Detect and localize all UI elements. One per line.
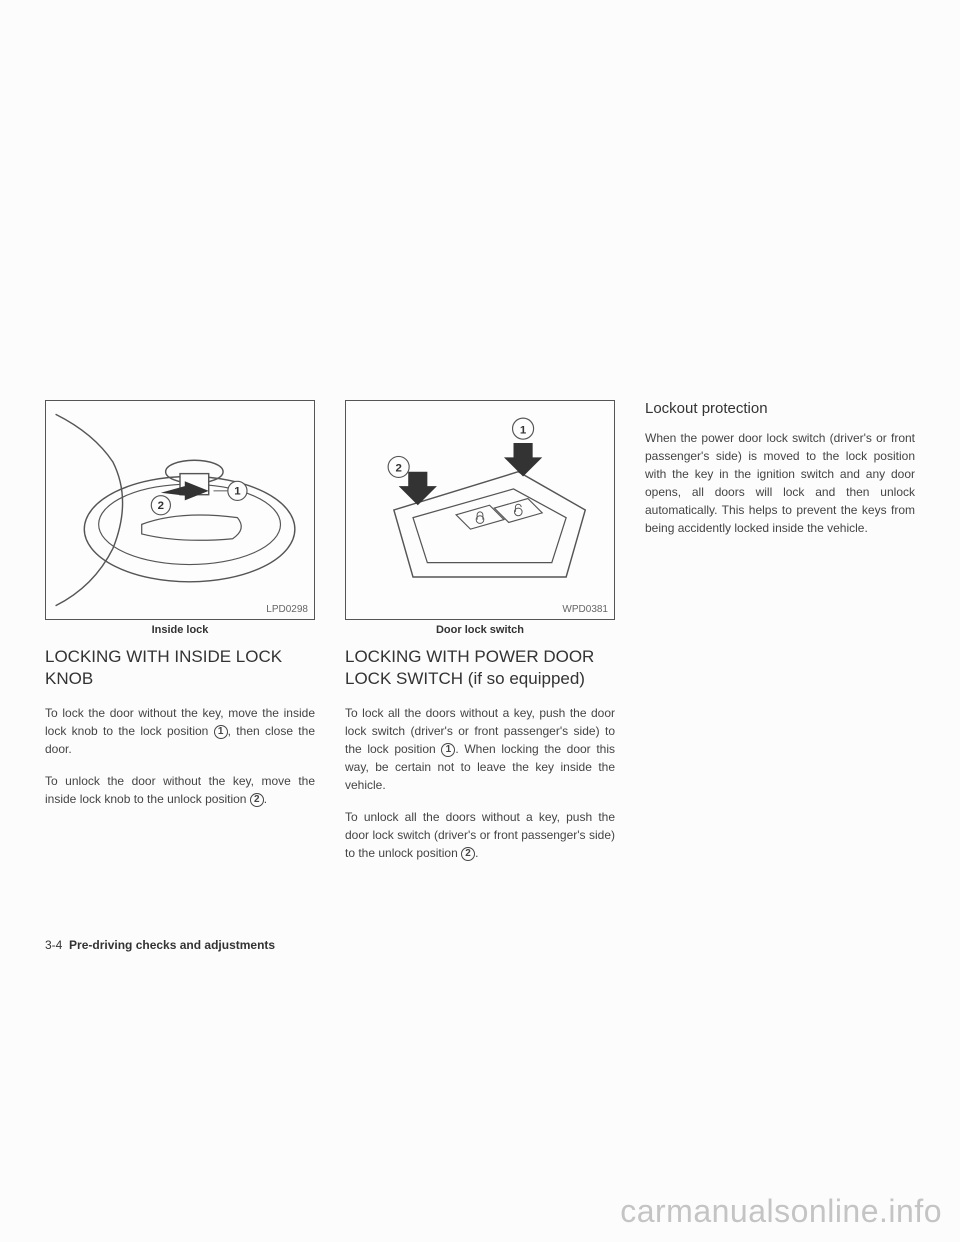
callout-1: 1 xyxy=(234,486,241,498)
para-text: To unlock the door without the key, move… xyxy=(45,774,315,806)
callout-1: 1 xyxy=(520,424,527,436)
callout-2: 2 xyxy=(395,463,401,475)
paragraph: To unlock the door without the key, move… xyxy=(45,772,315,808)
figure-code: LPD0298 xyxy=(266,604,308,615)
figure-caption: Door lock switch xyxy=(345,624,615,636)
figure-door-lock-switch: 1 2 WPD0381 xyxy=(345,400,615,620)
circled-number-icon: 1 xyxy=(214,725,228,739)
page-footer: 3-4 Pre-driving checks and adjustments xyxy=(45,938,275,952)
figure-code: WPD0381 xyxy=(562,604,608,615)
page-number: 3-4 xyxy=(45,938,62,952)
paragraph: To unlock all the doors without a key, p… xyxy=(345,808,615,862)
column-right: Lockout protection When the power door l… xyxy=(645,400,915,876)
figure-inside-lock: 1 2 LPD0298 xyxy=(45,400,315,620)
figure-caption: Inside lock xyxy=(45,624,315,636)
inside-lock-illustration: 1 2 xyxy=(46,401,314,619)
section-heading: LOCKING WITH POWER DOOR LOCK SWITCH (if … xyxy=(345,646,615,690)
sub-heading: Lockout protection xyxy=(645,400,915,417)
door-lock-switch-illustration: 1 2 xyxy=(346,401,614,619)
para-text: To unlock all the doors without a key, p… xyxy=(345,810,615,860)
paragraph: When the power door lock switch (driver'… xyxy=(645,429,915,537)
circled-number-icon: 2 xyxy=(250,793,264,807)
callout-2: 2 xyxy=(158,500,164,512)
column-left: 1 2 LPD0298 Inside lock LOCKING WITH INS… xyxy=(45,400,315,876)
circled-number-icon: 2 xyxy=(461,847,475,861)
paragraph: To lock all the doors without a key, pus… xyxy=(345,704,615,794)
section-name: Pre-driving checks and adjustments xyxy=(69,938,275,952)
para-text: . xyxy=(475,846,478,860)
para-text: . xyxy=(264,792,267,806)
watermark: carmanualsonline.info xyxy=(620,1193,942,1230)
circled-number-icon: 1 xyxy=(441,743,455,757)
section-heading: LOCKING WITH INSIDE LOCK KNOB xyxy=(45,646,315,690)
column-middle: 1 2 WPD0381 Door lock switch LOCKING WIT… xyxy=(345,400,615,876)
paragraph: To lock the door without the key, move t… xyxy=(45,704,315,758)
